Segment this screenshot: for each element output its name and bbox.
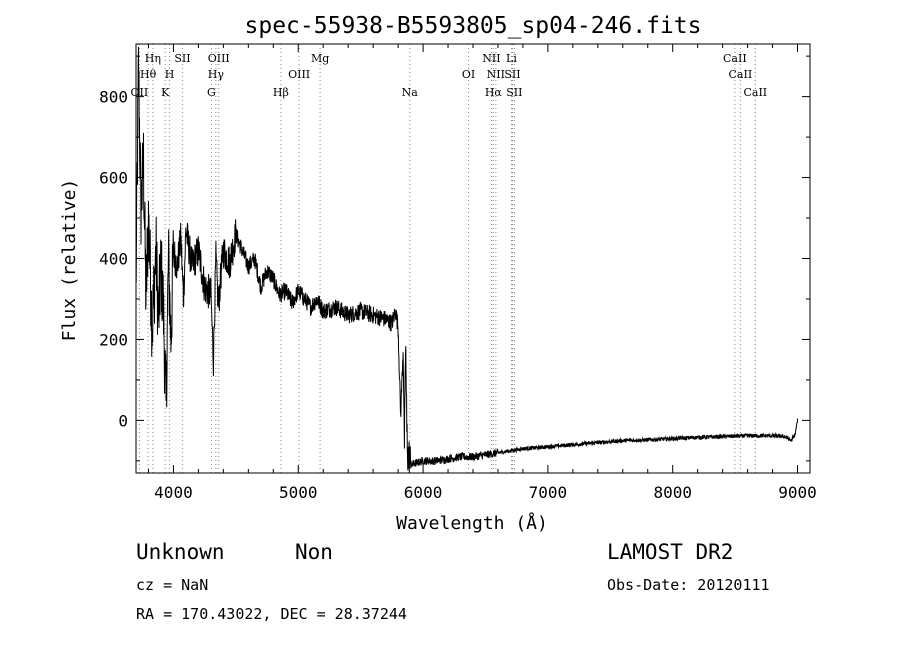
object-class: Unknown <box>136 540 225 564</box>
spectral-line-label: Hβ <box>273 86 289 99</box>
spectral-line-label: OIII <box>288 68 310 81</box>
survey-name: LAMOST DR2 <box>607 540 734 564</box>
spectral-line-label: CaII <box>729 68 753 81</box>
obs-date: Obs-Date: 20120111 <box>607 576 770 594</box>
x-tick-label: 4000 <box>154 483 193 502</box>
spectrum-series <box>135 46 798 474</box>
y-tick-label: 0 <box>118 411 128 430</box>
spectral-line-label: OI <box>462 68 475 81</box>
spectral-line-label: Mg <box>311 52 329 65</box>
spectral-line-label: Na <box>402 86 419 99</box>
spectral-line-label: OIII <box>208 52 230 65</box>
spectral-line-label: NII <box>482 52 500 65</box>
spectral-line-label: Hγ <box>208 68 225 81</box>
coordinates: RA = 170.43022, DEC = 28.37244 <box>136 605 407 623</box>
x-axis: 4000 5000 6000 7000 8000 9000 <box>147 44 817 502</box>
spectral-line-label: Hη <box>145 52 161 65</box>
x-tick-label: 8000 <box>653 483 692 502</box>
spectral-line-label: H <box>165 68 175 81</box>
x-tick-label: 9000 <box>778 483 817 502</box>
y-tick-label: 600 <box>99 169 128 188</box>
x-tick-label: 6000 <box>404 483 443 502</box>
spectral-line-label: G <box>207 86 216 99</box>
spectral-line-label: SII <box>174 52 190 65</box>
x-tick-label: 5000 <box>279 483 318 502</box>
y-axis: 0 200 400 600 800 <box>99 55 810 462</box>
spectral-line-label: NII <box>487 68 505 81</box>
y-tick-label: 400 <box>99 250 128 269</box>
x-axis-label: Wavelength (Å) <box>396 512 548 534</box>
spectral-line-label: CaII <box>723 52 747 65</box>
chart-title: spec-55938-B5593805_sp04-246.fits <box>245 13 702 39</box>
spectral-line-label: K <box>161 86 170 99</box>
y-tick-label: 200 <box>99 330 128 349</box>
spectral-line-label: Hα <box>485 86 503 99</box>
plot-frame <box>135 43 811 474</box>
spectral-line-label: Hθ <box>140 68 157 81</box>
y-axis-label: Flux (relative) <box>59 179 80 342</box>
redshift-cz: cz = NaN <box>136 576 209 594</box>
spectral-line-label: CaII <box>743 86 767 99</box>
spectral-line-label: SII <box>506 86 522 99</box>
object-subclass: Non <box>295 540 333 564</box>
y-tick-label: 800 <box>99 88 128 107</box>
x-tick-label: 7000 <box>529 483 568 502</box>
spectral-line-label: Li <box>506 52 517 65</box>
spectral-line-label: SII <box>504 68 520 81</box>
